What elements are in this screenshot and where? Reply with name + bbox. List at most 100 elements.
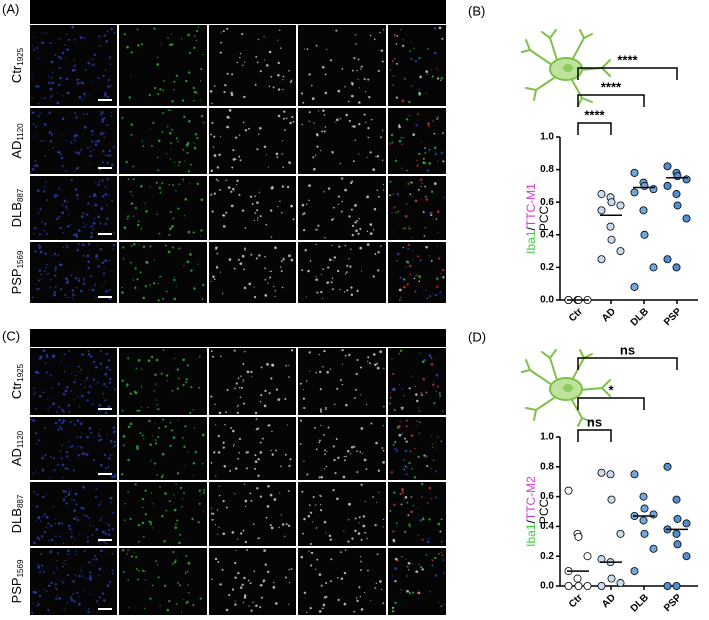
image-speckle (132, 215, 135, 217)
image-speckle (326, 370, 329, 374)
image-speckle (182, 437, 184, 439)
image-speckle (270, 270, 273, 272)
image-speckle (80, 432, 83, 435)
data-point (663, 181, 672, 190)
image-speckle (90, 235, 93, 239)
image-speckle (79, 422, 83, 426)
image-speckle (324, 453, 326, 456)
image-speckle (83, 452, 86, 455)
image-speckle (343, 291, 346, 293)
image-speckle (238, 437, 242, 441)
image-speckle (241, 209, 245, 212)
image-speckle (349, 453, 352, 455)
image-speckle (52, 147, 54, 149)
image-speckle (354, 204, 357, 207)
image-speckle (306, 203, 308, 205)
image-speckle (48, 131, 52, 134)
image-speckle (259, 215, 262, 218)
image-speckle (270, 186, 274, 190)
image-speckle (397, 252, 400, 256)
image-speckle (73, 380, 76, 384)
image-speckle (420, 186, 422, 188)
image-speckle (256, 61, 259, 64)
neuron-branch (525, 397, 555, 412)
image-speckle (441, 554, 444, 557)
image-speckle (121, 379, 124, 382)
image-speckle (300, 92, 303, 95)
image-speckle (366, 230, 369, 233)
image-speckle (167, 250, 171, 254)
image-speckle (106, 95, 110, 99)
channel-label: Tau5 (239, 5, 265, 19)
y-tick-label: 0.2 (540, 551, 554, 562)
image-speckle (222, 532, 226, 536)
image-speckle (98, 574, 100, 577)
image-speckle (435, 117, 438, 120)
image-speckle (258, 191, 260, 193)
image-speckle (101, 178, 104, 181)
image-speckle (81, 567, 83, 569)
image-speckle (441, 37, 444, 40)
image-speckle (435, 374, 439, 377)
image-speckle (420, 566, 423, 569)
image-speckle (121, 473, 124, 476)
image-speckle (170, 429, 173, 432)
image-speckle (324, 91, 328, 95)
image-speckle (44, 426, 46, 429)
image-speckle (377, 69, 380, 73)
image-speckle (256, 219, 259, 221)
image-speckle (224, 83, 227, 87)
image-speckle (77, 229, 81, 232)
image-speckle (316, 134, 319, 137)
image-speckle (437, 436, 439, 438)
image-speckle (69, 446, 72, 448)
neuron-branch (581, 417, 593, 423)
image-speckle (367, 127, 370, 130)
image-speckle (43, 270, 46, 272)
image-speckle (210, 461, 213, 464)
image-speckle (142, 245, 146, 248)
image-speckle (327, 187, 331, 190)
image-speckle (290, 349, 294, 352)
image-speckle (258, 537, 261, 539)
image-speckle (45, 353, 48, 356)
image-speckle (434, 474, 436, 476)
image-speckle (221, 568, 224, 571)
image-speckle (262, 579, 266, 582)
image-speckle (173, 508, 177, 512)
image-speckle (410, 510, 413, 514)
image-speckle (34, 432, 38, 435)
image-speckle (148, 93, 151, 97)
image-speckle (365, 121, 367, 123)
image-speckle (55, 535, 58, 538)
image-speckle (213, 278, 216, 281)
x-tick-label: Ctr (567, 592, 585, 610)
image-speckle (351, 224, 355, 227)
image-speckle (302, 101, 305, 104)
image-speckle (254, 195, 256, 197)
image-speckle (79, 533, 81, 536)
row-name: Ctr (9, 381, 24, 399)
image-speckle (237, 571, 240, 575)
image-speckle (334, 472, 337, 475)
image-speckle (83, 126, 87, 129)
image-speckle (315, 278, 318, 281)
image-speckle (248, 127, 251, 130)
image-speckle (243, 596, 247, 599)
image-speckle (127, 458, 130, 462)
image-speckle (35, 164, 39, 167)
image-speckle (351, 81, 353, 84)
y-tick-label: 0.0 (540, 581, 554, 592)
image-speckle (309, 370, 311, 372)
image-speckle (41, 278, 43, 280)
image-speckle (408, 523, 411, 526)
image-speckle (211, 507, 213, 509)
image-speckle (51, 387, 54, 390)
image-speckle (408, 591, 411, 594)
image-speckle (390, 69, 392, 71)
image-speckle (356, 450, 358, 452)
image-speckle (402, 285, 406, 289)
image-speckle (79, 507, 82, 509)
image-speckle (244, 351, 246, 353)
image-tile (209, 176, 296, 240)
